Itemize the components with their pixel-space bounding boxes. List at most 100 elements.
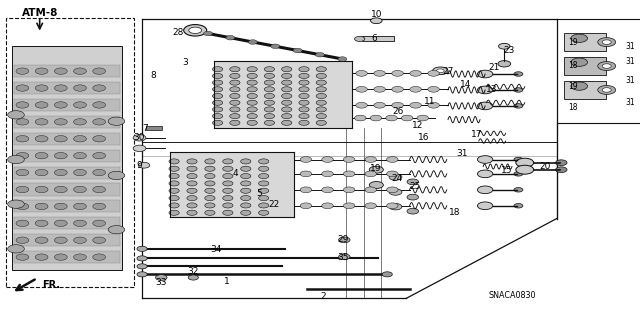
Circle shape xyxy=(74,136,86,142)
Circle shape xyxy=(205,203,215,208)
Circle shape xyxy=(477,170,493,178)
Circle shape xyxy=(264,120,275,125)
Circle shape xyxy=(8,155,24,164)
Text: 21: 21 xyxy=(488,63,500,72)
Circle shape xyxy=(259,196,269,201)
Text: 3: 3 xyxy=(183,58,188,67)
Circle shape xyxy=(259,181,269,186)
Circle shape xyxy=(392,70,403,76)
Text: 6: 6 xyxy=(371,34,376,43)
Circle shape xyxy=(365,157,376,162)
Circle shape xyxy=(74,102,86,108)
Circle shape xyxy=(74,68,86,74)
Circle shape xyxy=(16,136,29,142)
Bar xyxy=(14,183,120,196)
Circle shape xyxy=(230,100,240,105)
Circle shape xyxy=(259,174,269,179)
Circle shape xyxy=(401,115,413,121)
Circle shape xyxy=(365,203,376,209)
Circle shape xyxy=(35,85,48,91)
Circle shape xyxy=(205,174,215,179)
Circle shape xyxy=(93,119,106,125)
Circle shape xyxy=(35,237,48,243)
Circle shape xyxy=(74,169,86,176)
Circle shape xyxy=(247,73,257,78)
Circle shape xyxy=(205,181,215,186)
Text: 30: 30 xyxy=(134,133,145,142)
Circle shape xyxy=(389,174,402,180)
Circle shape xyxy=(598,38,616,47)
Circle shape xyxy=(316,120,326,125)
Circle shape xyxy=(598,62,616,70)
Text: 15: 15 xyxy=(500,166,512,174)
Circle shape xyxy=(387,187,398,193)
Circle shape xyxy=(204,31,212,36)
Circle shape xyxy=(241,174,251,179)
Circle shape xyxy=(259,159,269,164)
Text: 35: 35 xyxy=(337,253,349,262)
Circle shape xyxy=(556,167,567,173)
Circle shape xyxy=(369,166,383,173)
Circle shape xyxy=(35,186,48,193)
Circle shape xyxy=(514,204,523,208)
Text: 11: 11 xyxy=(424,97,436,106)
Text: 29: 29 xyxy=(337,235,349,244)
Circle shape xyxy=(370,115,381,121)
Circle shape xyxy=(477,86,493,94)
Circle shape xyxy=(54,169,67,176)
Circle shape xyxy=(300,187,312,193)
Circle shape xyxy=(93,136,106,142)
Circle shape xyxy=(514,104,523,108)
Circle shape xyxy=(316,53,324,57)
Circle shape xyxy=(205,196,215,201)
Circle shape xyxy=(8,111,24,119)
Text: 28: 28 xyxy=(172,28,184,37)
Circle shape xyxy=(16,152,29,159)
Circle shape xyxy=(264,80,275,85)
Circle shape xyxy=(74,237,86,243)
Circle shape xyxy=(299,120,309,125)
Text: 31: 31 xyxy=(625,42,636,51)
Circle shape xyxy=(156,275,167,280)
Circle shape xyxy=(241,188,251,193)
Circle shape xyxy=(247,100,257,105)
Circle shape xyxy=(35,152,48,159)
Circle shape xyxy=(428,70,440,76)
Bar xyxy=(14,234,120,246)
Circle shape xyxy=(514,172,523,176)
Circle shape xyxy=(223,166,233,171)
Bar xyxy=(214,61,352,128)
Circle shape xyxy=(264,67,275,72)
Circle shape xyxy=(137,272,147,277)
Circle shape xyxy=(571,82,588,90)
Bar xyxy=(14,167,120,179)
Circle shape xyxy=(212,100,223,105)
Circle shape xyxy=(282,87,292,92)
Circle shape xyxy=(410,86,421,92)
Text: 32: 32 xyxy=(188,267,199,276)
Text: 24: 24 xyxy=(391,174,403,183)
Circle shape xyxy=(264,100,275,105)
Circle shape xyxy=(35,119,48,125)
Circle shape xyxy=(602,40,611,44)
Bar xyxy=(362,36,394,41)
Circle shape xyxy=(316,87,326,92)
Circle shape xyxy=(299,73,309,78)
Circle shape xyxy=(247,120,257,125)
Circle shape xyxy=(338,57,347,61)
Circle shape xyxy=(356,86,367,92)
Circle shape xyxy=(35,136,48,142)
Circle shape xyxy=(137,246,147,251)
Circle shape xyxy=(259,210,269,215)
Bar xyxy=(564,57,606,75)
Circle shape xyxy=(299,107,309,112)
Bar xyxy=(564,81,606,99)
Circle shape xyxy=(169,210,179,215)
Circle shape xyxy=(223,203,233,208)
Circle shape xyxy=(282,114,292,119)
Circle shape xyxy=(433,67,448,75)
Circle shape xyxy=(259,166,269,171)
Circle shape xyxy=(299,93,309,99)
Circle shape xyxy=(187,203,197,208)
Circle shape xyxy=(407,208,419,214)
